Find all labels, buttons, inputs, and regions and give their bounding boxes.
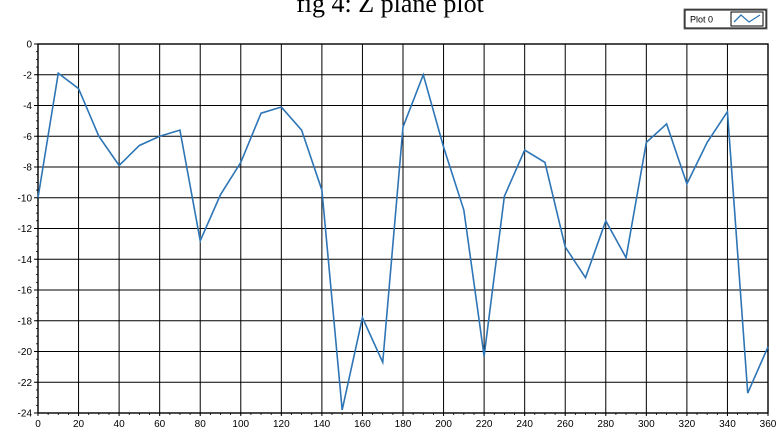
y-tick-label: -20 [18,347,33,358]
x-tick-label: 320 [679,419,696,430]
chart-title: fig 4: Z plane plot [296,0,484,18]
y-tick-label: -2 [23,70,32,81]
x-tick-label: 0 [35,419,41,430]
y-tick-label: -22 [18,378,33,389]
grid [37,43,769,414]
plot-frame [37,43,769,414]
y-tick-label: 0 [26,40,32,51]
x-tick-label: 20 [73,419,85,430]
x-tick-label: 100 [232,419,249,430]
y-tick-label: -10 [18,193,33,204]
y-tick-label: -24 [18,409,33,420]
series [37,71,769,411]
legend-line-icon [733,14,761,23]
x-tick-label: 340 [719,419,736,430]
y-tick-label: -18 [18,316,33,327]
x-tick-label: 60 [154,419,166,430]
y-tick-label: -12 [18,224,33,235]
x-tick-label: 120 [273,419,290,430]
series-line [37,71,769,411]
x-tick-label: 200 [435,419,452,430]
y-tick-label: -16 [18,286,33,297]
y-tick-label: -4 [23,101,32,112]
x-tick-label: 280 [597,419,614,430]
axes [34,43,769,416]
x-tick-label: 140 [314,419,331,430]
x-tick-label: 260 [557,419,574,430]
legend-label: Plot 0 [690,15,713,25]
legend[interactable]: Plot 0 [683,8,768,30]
x-tick-label: 160 [354,419,371,430]
x-tick-label: 180 [395,419,412,430]
x-tick-labels: 0 20 40 60 80 100 120 140 160 180 200 220 240 260 280 3… [35,419,776,430]
legend-swatch-box [730,11,764,27]
x-tick-label: 40 [114,419,126,430]
x-tick-label: 240 [516,419,533,430]
x-tick-label: 220 [476,419,493,430]
x-tick-label: 80 [195,419,207,430]
x-tick-label: 300 [638,419,655,430]
y-tick-label: -14 [18,255,33,266]
y-tick-label: -8 [23,163,32,174]
x-tick-label: 360 [760,419,776,430]
y-tick-label: -6 [23,132,32,143]
y-tick-labels: 0 -2 -4 -6 -8 -10 -12 -14 -16 -18 -20 -22 -24 [18,40,33,420]
